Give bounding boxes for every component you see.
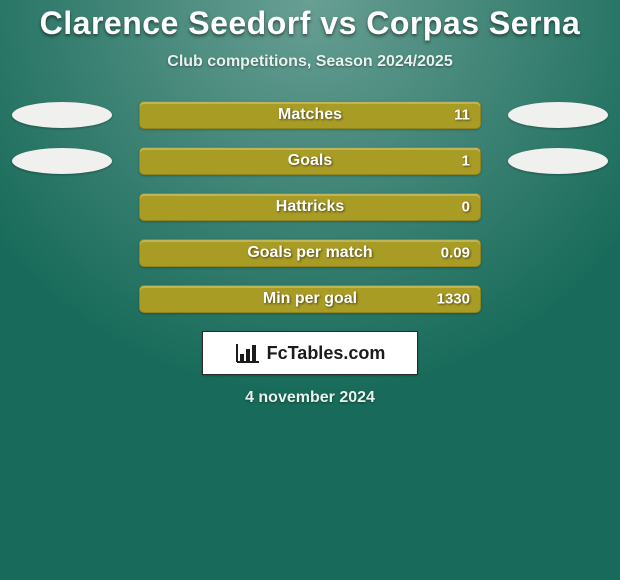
stat-row: Hattricks 0: [0, 193, 620, 221]
stat-value: 0.09: [441, 245, 470, 262]
stat-label: Goals: [288, 152, 332, 170]
stat-bar: Goals per match 0.09: [139, 239, 481, 267]
brand-label: FcTables.com: [267, 343, 386, 364]
stat-rows: Matches 11 Goals 1 Hattricks 0 Goals per match…: [0, 101, 620, 313]
right-oval: [508, 102, 608, 128]
stat-value: 1: [462, 153, 470, 170]
brand-box[interactable]: FcTables.com: [202, 331, 418, 375]
right-oval: [508, 148, 608, 174]
stat-row: Goals per match 0.09: [0, 239, 620, 267]
page-title: Clarence Seedorf vs Corpas Serna: [0, 6, 620, 41]
stat-row: Matches 11: [0, 101, 620, 129]
stat-label: Hattricks: [276, 198, 344, 216]
subtitle: Club competitions, Season 2024/2025: [0, 53, 620, 71]
stat-value: 11: [454, 107, 470, 124]
stat-value: 0: [462, 199, 470, 216]
stat-row: Goals 1: [0, 147, 620, 175]
left-oval: [12, 102, 112, 128]
stat-label: Goals per match: [247, 244, 372, 262]
date-label: 4 november 2024: [0, 389, 620, 407]
stat-row: Min per goal 1330: [0, 285, 620, 313]
stat-label: Min per goal: [263, 290, 357, 308]
stat-bar: Hattricks 0: [139, 193, 481, 221]
stat-bar: Matches 11: [139, 101, 481, 129]
stat-bar: Min per goal 1330: [139, 285, 481, 313]
stat-bar: Goals 1: [139, 147, 481, 175]
infographic-root: Clarence Seedorf vs Corpas Serna Club co…: [0, 0, 620, 580]
stat-label: Matches: [278, 106, 342, 124]
left-oval: [12, 148, 112, 174]
bar-chart-icon: [235, 342, 261, 364]
stat-value: 1330: [437, 291, 470, 308]
